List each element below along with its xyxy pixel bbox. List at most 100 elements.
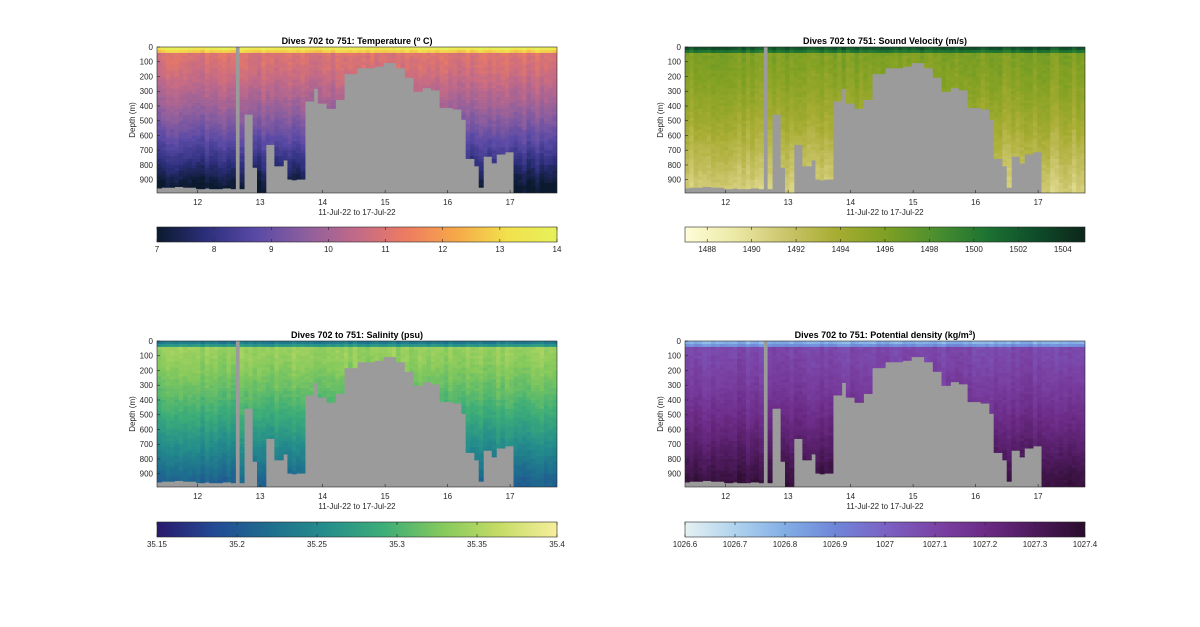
heatmap-cell	[902, 65, 907, 67]
heatmap-cell	[383, 62, 388, 63]
heatmap-cell	[820, 177, 825, 181]
heatmap-cell	[248, 112, 253, 115]
heatmap-cell	[850, 100, 855, 104]
y-tick-label: 300	[140, 87, 154, 96]
heatmap-cell	[720, 186, 725, 188]
heatmap-cell	[933, 76, 938, 77]
heatmap-cell	[946, 88, 951, 92]
heatmap-cell	[959, 88, 964, 90]
heatmap-cell	[798, 141, 803, 145]
heatmap-cell	[353, 71, 358, 75]
heatmap-cell	[253, 165, 258, 168]
heatmap-cell	[327, 106, 332, 109]
heatmap-cell	[924, 65, 929, 69]
x-tick-label: 14	[318, 198, 327, 207]
y-tick-label: 800	[140, 161, 154, 170]
heatmap-cell	[166, 186, 171, 188]
heatmap-cell	[370, 65, 375, 69]
heatmap-cell	[344, 71, 349, 75]
heatmap-cell	[824, 177, 829, 180]
heatmap-cell	[837, 100, 842, 101]
colorbar-tick-label: 14	[553, 245, 562, 254]
heatmap-cell	[728, 186, 733, 190]
heatmap-cell	[985, 106, 990, 110]
colorbar-tick-label: 11	[381, 245, 390, 254]
x-tick-label: 12	[193, 198, 202, 207]
title-text: Dives 702 to 751: Temperature (	[282, 36, 417, 46]
heatmap-cell	[920, 62, 925, 63]
y-tick-label: 100	[140, 58, 154, 67]
heatmap-cell	[807, 165, 812, 166]
heatmap-cell	[487, 153, 492, 157]
heatmap-cell	[872, 71, 877, 75]
colorbar	[157, 227, 557, 242]
heatmap-cell	[868, 97, 873, 100]
heatmap-cell	[828, 177, 833, 180]
heatmap-cell	[702, 186, 707, 187]
heatmap-cell	[876, 71, 881, 75]
heatmap-cell	[422, 85, 427, 88]
heatmap-cell	[505, 150, 510, 152]
x-tick-label: 13	[256, 198, 265, 207]
heatmap-cell	[205, 186, 210, 189]
colorbar-tick-label: 12	[438, 245, 447, 254]
heatmap-cell	[396, 65, 401, 69]
heatmap-cell	[361, 65, 366, 69]
heatmap-cell	[279, 165, 284, 166]
heatmap-cell	[405, 76, 410, 77]
colorbar-tick-label: 13	[495, 245, 504, 254]
x-axis-label: 11-Jul-22 to 17-Jul-22	[318, 208, 396, 217]
heatmap-cell	[348, 71, 353, 75]
heatmap-cell	[357, 65, 362, 69]
heatmap-cell	[274, 165, 279, 166]
heatmap-cell	[231, 186, 236, 190]
heatmap-cell	[846, 100, 851, 104]
heatmap-cell	[192, 186, 197, 188]
heatmap-cell	[474, 165, 479, 166]
heatmap-cell	[409, 76, 414, 77]
heatmap-cell	[694, 186, 699, 188]
heatmap-cell	[972, 106, 977, 108]
heatmap-cell	[435, 88, 440, 90]
heatmap-cell	[340, 97, 345, 100]
heatmap-cell	[500, 153, 505, 154]
heatmap-cell	[431, 88, 436, 90]
heatmap-cell	[915, 62, 920, 63]
heatmap-cell	[418, 88, 423, 92]
heatmap-cell	[292, 177, 297, 181]
heatmap-cell	[283, 159, 288, 160]
heatmap-cell	[981, 106, 986, 110]
y-axis-label: Depth (m)	[128, 102, 137, 138]
heatmap-cell	[209, 186, 214, 190]
heatmap-cell	[492, 162, 497, 163]
heatmap-cell	[161, 186, 166, 188]
colorbar-tick-label: 9	[269, 245, 274, 254]
heatmap-cell	[335, 97, 340, 100]
heatmap-cell	[374, 65, 379, 67]
heatmap-cell	[976, 106, 981, 108]
y-tick-label: 600	[140, 131, 154, 140]
heatmap-cell	[768, 186, 773, 190]
heatmap-cell	[781, 165, 786, 168]
heatmap-cell	[479, 186, 484, 188]
heatmap-cell	[318, 100, 323, 104]
heatmap-cell	[707, 186, 712, 187]
heatmap-cell	[968, 106, 973, 108]
heatmap-cell	[174, 186, 179, 187]
heatmap-cell	[724, 186, 729, 190]
heatmap-cell	[772, 112, 777, 115]
heatmap-cell	[427, 85, 432, 88]
heatmap-cell	[863, 97, 868, 100]
heatmap-cell	[750, 186, 755, 189]
heatmap-cell	[685, 186, 690, 189]
heatmap-cell	[453, 106, 458, 110]
heatmap-cell	[461, 118, 466, 120]
heatmap-cell	[300, 177, 305, 180]
heatmap-cell	[842, 85, 847, 89]
heatmap-cell	[496, 153, 501, 154]
heatmap-cell	[733, 186, 738, 189]
heatmap-cell	[737, 186, 742, 190]
heatmap-cell	[950, 85, 955, 88]
